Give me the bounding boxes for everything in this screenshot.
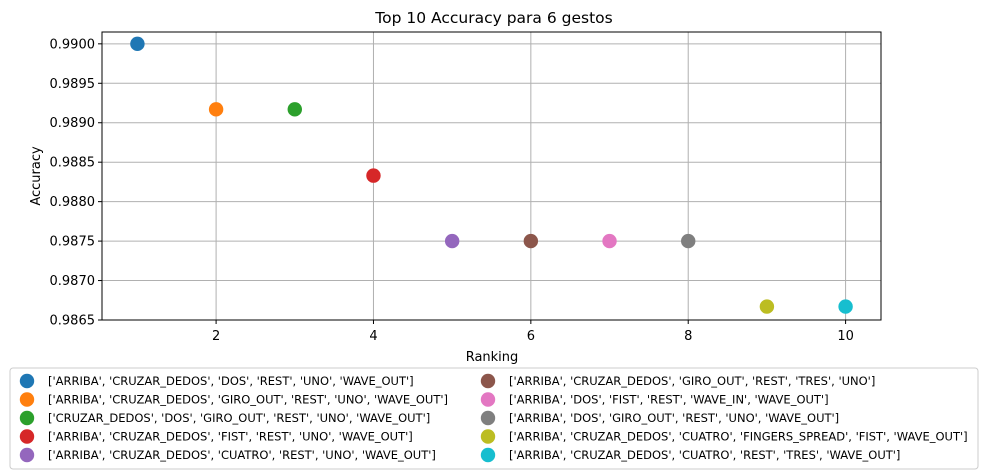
legend-entry-9: ['ARRIBA', 'CRUZAR_DEDOS', 'CUATRO', 'FI… <box>480 429 968 444</box>
legend-entry-10: ['ARRIBA', 'CRUZAR_DEDOS', 'CUATRO', 'RE… <box>480 447 900 463</box>
legend-marker <box>480 447 496 463</box>
legend-entry-6: ['ARRIBA', 'CRUZAR_DEDOS', 'GIRO_OUT', '… <box>480 373 875 389</box>
legend-label: ['ARRIBA', 'CRUZAR_DEDOS', 'CUATRO', 'RE… <box>509 448 900 462</box>
legend-entry-1: ['ARRIBA', 'CRUZAR_DEDOS', 'DOS', 'REST'… <box>19 373 414 389</box>
legend-marker <box>480 429 496 444</box>
legend-label: ['ARRIBA', 'CRUZAR_DEDOS', 'GIRO_OUT', '… <box>509 374 875 388</box>
y-tick-label: 0.9865 <box>50 314 96 329</box>
data-point-3 <box>287 102 302 117</box>
x-tick-label: 4 <box>369 329 377 344</box>
data-points <box>130 36 853 314</box>
legend-label: ['ARRIBA', 'CRUZAR_DEDOS', 'CUATRO', 'RE… <box>48 448 436 462</box>
legend-marker <box>480 373 496 389</box>
legend-label: ['ARRIBA', 'CRUZAR_DEDOS', 'FIST', 'REST… <box>48 430 413 444</box>
legend-label: ['ARRIBA', 'DOS', 'GIRO_OUT', 'REST', 'U… <box>509 411 839 425</box>
y-axis-label: Accuracy <box>29 146 44 206</box>
y-tick-label: 0.9875 <box>50 235 96 250</box>
legend-marker <box>19 392 35 407</box>
plot-area-frame <box>101 31 882 321</box>
x-axis: 2 4 6 8 10 <box>212 320 854 344</box>
data-point-7 <box>602 233 617 249</box>
data-point-6 <box>523 233 539 249</box>
x-tick-label: 2 <box>212 329 220 344</box>
y-tick-label: 0.9895 <box>50 77 96 92</box>
data-point-5 <box>444 233 460 249</box>
legend-marker <box>19 447 35 463</box>
legend-entry-3: ['CRUZAR_DEDOS', 'DOS', 'GIRO_OUT', 'RES… <box>19 410 430 426</box>
legend-entry-4: ['ARRIBA', 'CRUZAR_DEDOS', 'FIST', 'REST… <box>19 429 413 444</box>
legend-entry-5: ['ARRIBA', 'CRUZAR_DEDOS', 'CUATRO', 'RE… <box>19 447 436 463</box>
legend-label: ['ARRIBA', 'CRUZAR_DEDOS', 'DOS', 'REST'… <box>48 374 414 388</box>
data-point-1 <box>130 36 145 52</box>
legend-marker <box>480 410 496 426</box>
legend-label: ['ARRIBA', 'CRUZAR_DEDOS', 'GIRO_OUT', '… <box>48 393 448 407</box>
legend-entry-8: ['ARRIBA', 'DOS', 'GIRO_OUT', 'REST', 'U… <box>480 410 839 426</box>
legend-label: ['ARRIBA', 'CRUZAR_DEDOS', 'CUATRO', 'FI… <box>509 430 968 444</box>
grid <box>102 32 881 321</box>
legend-entry-2: ['ARRIBA', 'CRUZAR_DEDOS', 'GIRO_OUT', '… <box>19 392 448 407</box>
y-axis: 0.9865 0.9870 0.9875 0.9880 0.9885 0.9890 0.98… <box>50 37 102 329</box>
x-axis-label: Ranking <box>466 350 519 365</box>
data-point-8 <box>681 233 696 249</box>
legend-marker <box>19 373 35 389</box>
x-tick-label: 6 <box>527 329 535 344</box>
y-tick-label: 0.9870 <box>50 274 96 289</box>
chart-title: Top 10 Accuracy para 6 gestos <box>374 9 612 27</box>
x-tick-label: 10 <box>837 329 854 344</box>
data-point-10 <box>838 299 853 314</box>
y-tick-label: 0.9885 <box>50 156 96 171</box>
legend-label: ['CRUZAR_DEDOS', 'DOS', 'GIRO_OUT', 'RES… <box>48 411 430 425</box>
x-tick-label: 8 <box>684 329 692 344</box>
legend: ['ARRIBA', 'CRUZAR_DEDOS', 'DOS', 'REST'… <box>9 367 979 470</box>
y-tick-label: 0.9900 <box>50 37 96 52</box>
data-point-4 <box>366 168 381 183</box>
legend-entry-7: ['ARRIBA', 'DOS', 'FIST', 'REST', 'WAVE_… <box>480 392 829 407</box>
data-point-2 <box>208 102 224 117</box>
y-tick-label: 0.9880 <box>50 195 96 210</box>
legend-marker <box>19 429 35 444</box>
y-tick-label: 0.9890 <box>50 116 96 131</box>
legend-label: ['ARRIBA', 'DOS', 'FIST', 'REST', 'WAVE_… <box>509 393 829 407</box>
legend-marker <box>19 410 35 426</box>
legend-marker <box>480 392 496 407</box>
data-point-9 <box>759 299 775 314</box>
